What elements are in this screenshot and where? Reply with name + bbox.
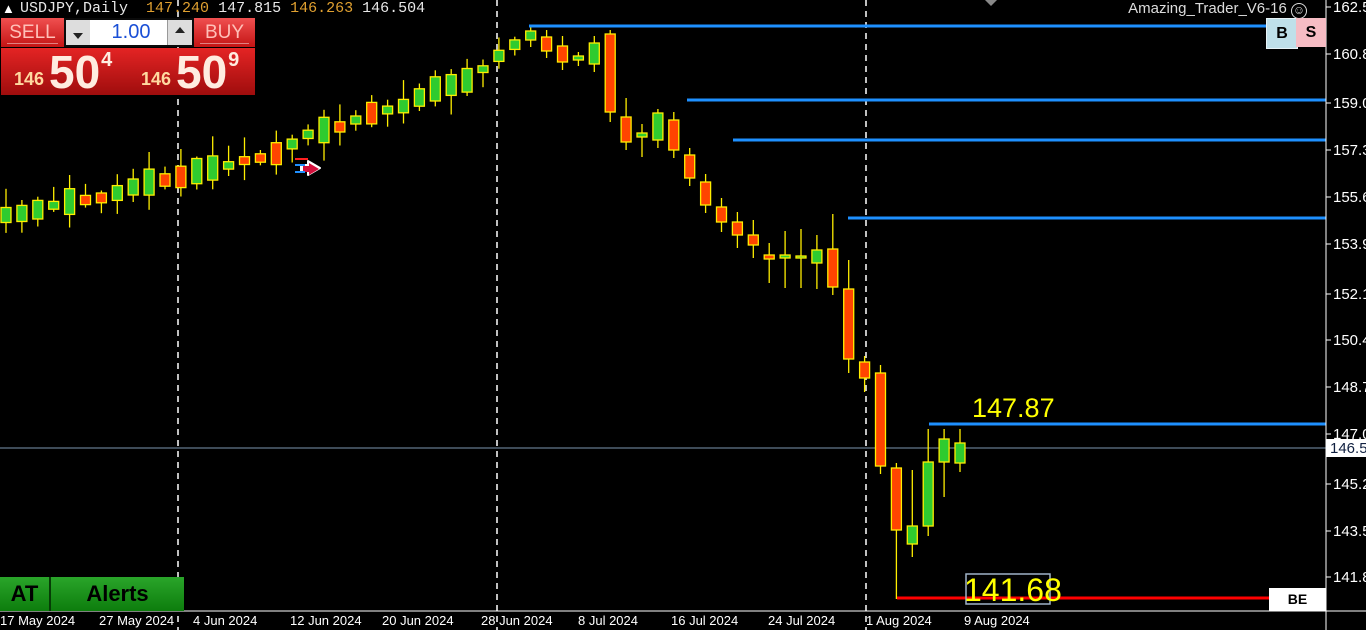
- svg-text:8 Jul 2024: 8 Jul 2024: [578, 613, 638, 628]
- svg-text:148.7: 148.7: [1333, 379, 1366, 396]
- svg-text:4 Jun 2024: 4 Jun 2024: [193, 613, 257, 628]
- svg-text:28 Jun 2024: 28 Jun 2024: [481, 613, 553, 628]
- svg-text:152.1: 152.1: [1333, 286, 1366, 303]
- svg-text:9 Aug 2024: 9 Aug 2024: [964, 613, 1030, 628]
- svg-text:141.8: 141.8: [1333, 569, 1366, 586]
- svg-text:153.9: 153.9: [1333, 236, 1366, 253]
- svg-text:17 May 2024: 17 May 2024: [0, 613, 75, 628]
- svg-text:162.5: 162.5: [1333, 0, 1366, 16]
- svg-text:24 Jul 2024: 24 Jul 2024: [768, 613, 835, 628]
- svg-text:20 Jun 2024: 20 Jun 2024: [382, 613, 454, 628]
- svg-text:146.5: 146.5: [1330, 440, 1366, 457]
- svg-text:145.2: 145.2: [1333, 476, 1366, 493]
- svg-text:16 Jul 2024: 16 Jul 2024: [671, 613, 738, 628]
- svg-text:147.87: 147.87: [972, 393, 1055, 423]
- svg-text:12 Jun 2024: 12 Jun 2024: [290, 613, 362, 628]
- svg-text:143.5: 143.5: [1333, 523, 1366, 540]
- svg-text:159.0: 159.0: [1333, 95, 1366, 112]
- svg-text:1 Aug 2024: 1 Aug 2024: [866, 613, 932, 628]
- svg-text:160.8: 160.8: [1333, 46, 1366, 63]
- svg-text:155.6: 155.6: [1333, 189, 1366, 206]
- svg-text:157.3: 157.3: [1333, 142, 1366, 159]
- svg-text:141.68: 141.68: [964, 572, 1062, 608]
- svg-text:150.4: 150.4: [1333, 332, 1366, 349]
- svg-text:27 May 2024: 27 May 2024: [99, 613, 174, 628]
